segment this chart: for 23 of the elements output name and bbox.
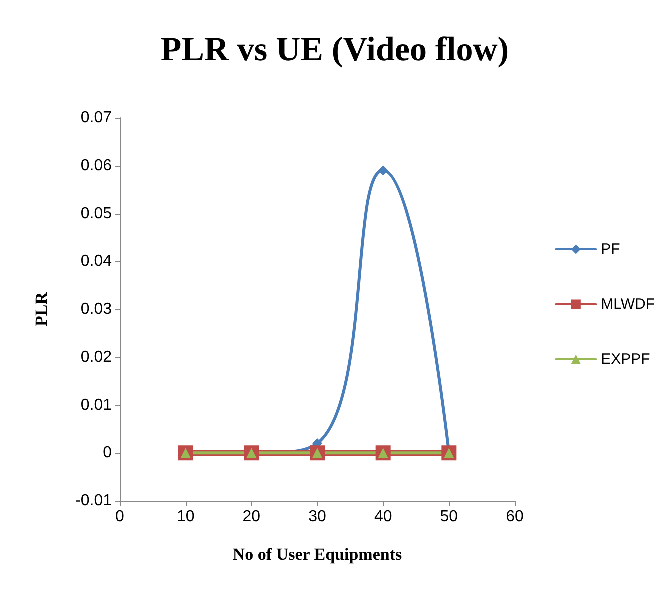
x-tick-label: 40	[374, 508, 392, 526]
y-tick-label: 0.03	[80, 301, 112, 318]
y-tick-label: 0.07	[80, 110, 112, 126]
y-tick-label: 0.05	[80, 205, 112, 222]
y-axis-title: PLR	[32, 292, 51, 326]
x-tick-label: 30	[308, 508, 326, 526]
y-tick-label: 0.02	[80, 348, 112, 366]
y-tick-label: 0.04	[80, 253, 112, 270]
x-tick-label: 50	[440, 508, 458, 526]
x-tick-label: 60	[506, 508, 524, 526]
x-tick-label: 20	[242, 508, 261, 526]
y-tick-label: 0	[103, 444, 112, 462]
y-tick-label: -0.01	[76, 492, 112, 510]
point	[378, 166, 388, 176]
chart-title: PLR vs UE (Video flow)	[160, 32, 510, 68]
x-tick-label: 10	[176, 508, 195, 526]
legend-label: PF	[601, 241, 620, 258]
y-tick-label: 0.06	[80, 157, 112, 174]
y-tick-label: 0.01	[80, 396, 112, 414]
legend-label: MLWDF	[601, 296, 656, 313]
legend-label: EXPPF	[601, 351, 650, 368]
x-tick-label: 0	[116, 508, 125, 526]
x-axis-title: No of User Equipments	[232, 545, 402, 564]
